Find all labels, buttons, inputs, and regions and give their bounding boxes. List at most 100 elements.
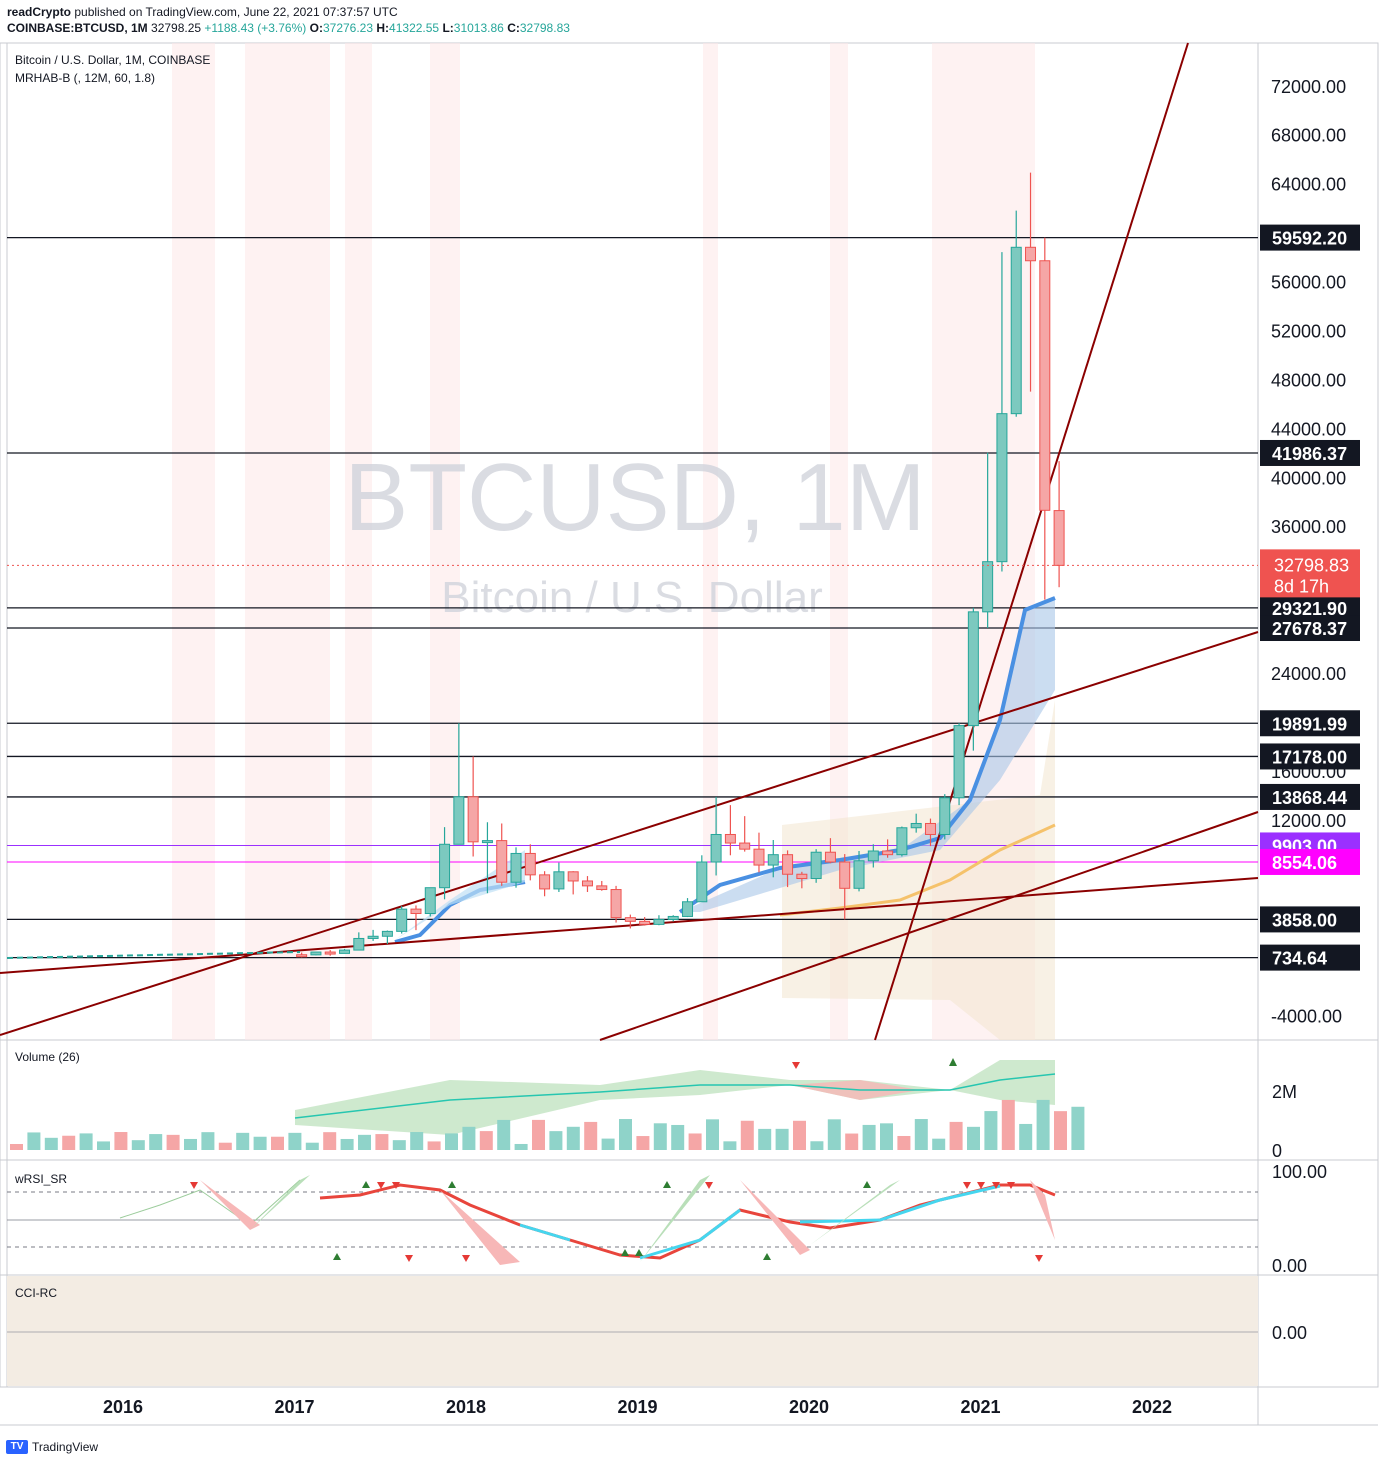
volume-bar	[845, 1133, 859, 1150]
volume-bar	[1054, 1111, 1067, 1150]
price-tick-label: 12000.00	[1271, 811, 1346, 831]
highlight-band	[345, 43, 372, 1040]
volume-bar	[740, 1120, 754, 1150]
rsi-sell-arrow	[1035, 1255, 1043, 1262]
candle	[510, 847, 522, 888]
volume-bar	[514, 1143, 528, 1150]
candle	[1053, 461, 1065, 588]
candle-body	[1039, 260, 1051, 511]
volume-bar	[97, 1141, 110, 1150]
volume-bar	[601, 1138, 615, 1150]
price-tick-label: -4000.00	[1271, 1007, 1342, 1027]
rsi-sell-arrow	[377, 1182, 385, 1189]
watermark-symbol: BTCUSD, 1M	[344, 444, 925, 551]
ema-orange-line	[779, 823, 1056, 917]
volume-bar	[340, 1138, 354, 1150]
candle-body	[953, 725, 965, 799]
candle-body	[667, 915, 679, 921]
low-value: 31013.86	[453, 21, 504, 35]
candle	[581, 876, 593, 892]
candle	[653, 915, 665, 926]
level-label: 3858.00	[1272, 910, 1337, 930]
candle-body	[510, 852, 522, 883]
envelope-band	[782, 700, 1055, 1040]
volume-bar	[462, 1126, 476, 1150]
volume-bar	[271, 1136, 284, 1150]
trendline	[874, 42, 1189, 1041]
level-label: 29321.90	[1272, 599, 1347, 619]
rsi-line-cyan	[799, 1184, 1001, 1224]
price-tick-label: 56000.00	[1271, 273, 1346, 293]
candle-body	[853, 860, 865, 889]
candle	[810, 849, 822, 883]
last-price-box	[1260, 549, 1360, 598]
volume-bar	[967, 1126, 980, 1150]
publisher-info: published on TradingView.com, June 22, 2…	[71, 5, 398, 19]
volume-bar	[549, 1131, 563, 1150]
open-value: 37276.23	[322, 21, 374, 35]
candle	[367, 929, 379, 941]
rsi-sell-arrow	[405, 1255, 413, 1262]
tradingview-logo-icon: TV	[6, 1440, 28, 1454]
volume-axis-label: 0	[1272, 1141, 1282, 1161]
candle	[410, 905, 422, 931]
candle	[624, 914, 636, 929]
candle	[953, 723, 965, 806]
candle-body	[982, 561, 994, 613]
volume-bar	[27, 1132, 41, 1150]
rsi-buy-arrow	[448, 1181, 456, 1188]
candle	[310, 951, 322, 956]
candle-body	[624, 917, 636, 922]
candle	[553, 862, 565, 892]
candle-body	[581, 880, 593, 887]
high-value: 41322.55	[389, 21, 440, 35]
candle-body	[967, 611, 979, 727]
highlight-band	[172, 43, 215, 1040]
rsi-buy-arrow	[863, 1181, 871, 1188]
rsi-sell-arrow	[705, 1182, 713, 1189]
candle	[996, 252, 1008, 572]
volume-bar	[758, 1128, 772, 1150]
price-tick-label: 44000.00	[1271, 419, 1346, 439]
volume-bar	[497, 1119, 511, 1150]
candle-body	[867, 850, 879, 862]
volume-bar	[166, 1134, 180, 1150]
volume-bar	[375, 1134, 389, 1150]
level-label-box	[1260, 906, 1360, 933]
publisher-name: readCrypto	[7, 5, 72, 19]
candle-body	[924, 822, 936, 835]
candle-body	[296, 954, 308, 958]
candle-body	[524, 852, 536, 876]
candle-body	[324, 951, 336, 955]
volume-bar	[775, 1128, 789, 1150]
candle-body	[882, 850, 894, 856]
volume-bar	[880, 1123, 893, 1150]
candle	[967, 607, 979, 751]
volume-bar	[1071, 1106, 1085, 1150]
volume-bar	[706, 1119, 719, 1150]
volume-bar	[1036, 1099, 1050, 1150]
candle	[839, 854, 851, 920]
volume-bar	[288, 1132, 302, 1150]
candle-body	[839, 861, 851, 889]
rsi-buy-arrow	[621, 1249, 629, 1256]
tradingview-logo[interactable]: TV TradingView	[6, 1440, 98, 1454]
volume-bar	[810, 1141, 824, 1150]
candle	[467, 756, 479, 857]
rsi-buy-arrow	[663, 1181, 671, 1188]
volume-bar	[1001, 1099, 1015, 1150]
trendline	[599, 811, 1259, 1041]
candle-body	[610, 889, 622, 919]
rsi-cloud	[440, 1190, 520, 1265]
candle	[439, 827, 451, 900]
candle	[424, 887, 436, 917]
volume-bar	[114, 1132, 128, 1150]
volume-bar	[410, 1132, 424, 1150]
level-label: 41986.37	[1272, 444, 1347, 464]
candle-body	[724, 833, 736, 844]
last-price-label: 32798.83	[1274, 555, 1349, 575]
volume-bar	[862, 1124, 876, 1150]
volume-bar	[201, 1132, 215, 1150]
time-tick-label: 2022	[1132, 1397, 1172, 1417]
